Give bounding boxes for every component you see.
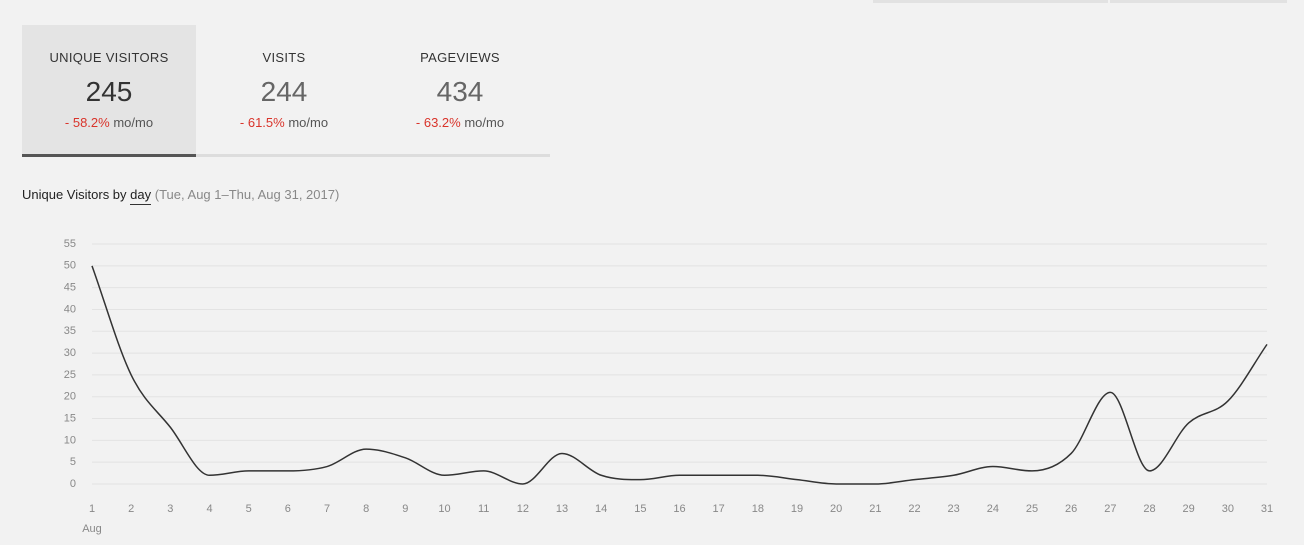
tab-label: PAGEVIEWS bbox=[420, 50, 500, 65]
data-line bbox=[91, 265, 1268, 485]
x-tick-label: 15 bbox=[634, 503, 646, 515]
granularity[interactable]: day bbox=[130, 187, 152, 205]
x-tick-label: 27 bbox=[1104, 503, 1116, 515]
tab-value: 244 bbox=[260, 76, 308, 107]
x-tick-label: 16 bbox=[673, 503, 685, 515]
y-tick-label: 25 bbox=[64, 369, 76, 381]
x-tick-label: 2 bbox=[128, 503, 134, 515]
x-tick-label: 11 bbox=[478, 503, 489, 515]
x-tick-label: 20 bbox=[830, 503, 842, 515]
y-tick-label: 0 bbox=[70, 478, 76, 490]
tab-label: VISITS bbox=[262, 50, 306, 65]
x-tick-label: 23 bbox=[948, 503, 960, 515]
metric-tabs: UNIQUE VISITORS 245 - 58.2% mo/mo VISITS… bbox=[22, 25, 550, 157]
y-tick-label: 45 bbox=[64, 282, 76, 294]
tab-change: - 61.5% mo/mo bbox=[196, 115, 372, 130]
x-tick-label: 31 bbox=[1261, 503, 1273, 515]
x-tick-label: 26 bbox=[1065, 503, 1077, 515]
y-tick-label: 50 bbox=[64, 260, 76, 272]
x-tick-label: 9 bbox=[402, 503, 408, 515]
change-unit: mo/mo bbox=[288, 115, 329, 130]
y-tick-label: 10 bbox=[64, 434, 76, 446]
y-tick-label: 40 bbox=[64, 303, 76, 315]
x-tick-label: 22 bbox=[908, 503, 920, 515]
x-tick-label: 4 bbox=[206, 503, 212, 515]
change-value: - 58.2% bbox=[64, 115, 110, 130]
tab-value: 245 bbox=[85, 76, 133, 107]
x-tick-label: 6 bbox=[285, 503, 291, 515]
tab-label: UNIQUE VISITORS bbox=[49, 50, 169, 65]
x-tick-label: 19 bbox=[791, 503, 803, 515]
x-tick-label: 28 bbox=[1143, 503, 1155, 515]
y-tick-label: 30 bbox=[64, 347, 76, 359]
tab-change: - 63.2% mo/mo bbox=[372, 115, 548, 130]
x-tick-label: 14 bbox=[595, 503, 607, 515]
y-tick-label: 55 bbox=[64, 238, 76, 250]
x-tick-label: 10 bbox=[438, 503, 450, 515]
x-tick-label: 25 bbox=[1026, 503, 1038, 515]
x-tick-label: 1 bbox=[89, 503, 95, 515]
tab[interactable]: UNIQUE VISITORS 245 - 58.2% mo/mo bbox=[22, 25, 196, 157]
top-bar bbox=[873, 0, 1287, 3]
x-tick-label: 12 bbox=[517, 503, 529, 515]
y-tick-label: 20 bbox=[64, 391, 76, 403]
x-tick-label: 8 bbox=[363, 503, 369, 515]
x-tick-label: 5 bbox=[246, 503, 252, 515]
x-tick-label: 13 bbox=[556, 503, 568, 515]
date-range: (Tue, Aug 1–Thu, Aug 31, 2017) bbox=[154, 187, 340, 202]
chart-title: Unique Visitors by day (Tue, Aug 1–Thu, … bbox=[22, 187, 340, 205]
change-value: - 61.5% bbox=[239, 115, 285, 130]
x-tick-label: 29 bbox=[1183, 503, 1195, 515]
y-tick-label: 15 bbox=[64, 412, 76, 424]
change-value: - 63.2% bbox=[415, 115, 461, 130]
tab[interactable]: VISITS 244 - 61.5% mo/mo bbox=[196, 25, 372, 154]
x-sublabel: Aug bbox=[82, 523, 102, 535]
change-unit: mo/mo bbox=[464, 115, 505, 130]
x-tick-label: 24 bbox=[987, 503, 999, 515]
tab-value: 434 bbox=[436, 76, 484, 107]
x-tick-label: 21 bbox=[869, 503, 881, 515]
x-tick-label: 18 bbox=[752, 503, 764, 515]
y-tick-label: 5 bbox=[70, 456, 76, 468]
change-unit: mo/mo bbox=[113, 115, 154, 130]
x-tick-label: 17 bbox=[713, 503, 725, 515]
y-tick-label: 35 bbox=[64, 325, 76, 337]
x-tick-label: 7 bbox=[324, 503, 330, 515]
tab-change: - 58.2% mo/mo bbox=[22, 115, 196, 130]
title: Unique Visitors by bbox=[22, 187, 127, 202]
tab[interactable]: PAGEVIEWS 434 - 63.2% mo/mo bbox=[372, 25, 548, 154]
x-tick-label: 3 bbox=[167, 503, 173, 515]
x-tick-label: 30 bbox=[1222, 503, 1234, 515]
